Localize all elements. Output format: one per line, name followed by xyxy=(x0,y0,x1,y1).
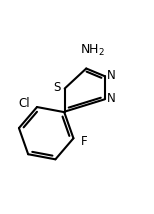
Text: S: S xyxy=(53,81,60,94)
Text: NH$_2$: NH$_2$ xyxy=(80,43,105,58)
Text: N: N xyxy=(107,69,116,82)
Text: N: N xyxy=(107,92,116,105)
Text: Cl: Cl xyxy=(19,97,30,110)
Text: F: F xyxy=(81,135,87,148)
